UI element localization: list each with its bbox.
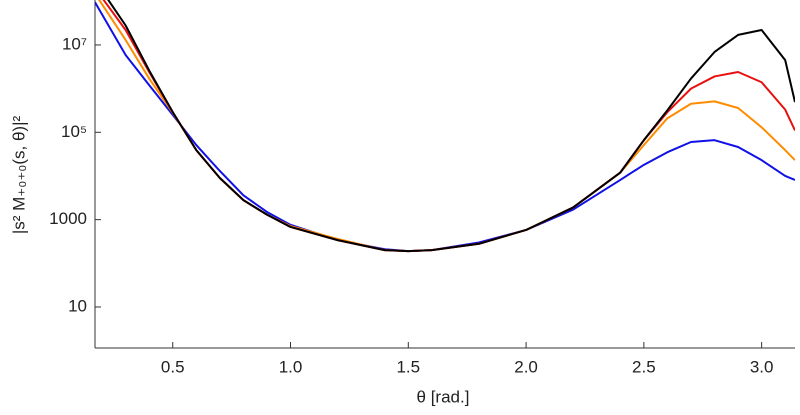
curve — [98, 0, 795, 253]
x-tick-label: 0.5 — [161, 357, 185, 376]
curve — [102, 0, 795, 253]
curve — [95, 1, 795, 253]
x-tick-label: 2.5 — [632, 357, 656, 376]
x-axis-label: θ [rad.] — [417, 387, 470, 406]
y-axis-label: |s² M₊₀₊₀(s, θ)|² — [9, 116, 28, 235]
x-tick-label: 3.0 — [750, 357, 774, 376]
y-tick-label: 10⁷ — [62, 34, 87, 53]
x-tick-label: 2.0 — [514, 357, 538, 376]
x-tick-label: 1.0 — [279, 357, 303, 376]
curve — [107, 0, 795, 253]
y-tick-label: 10 — [68, 296, 87, 315]
y-tick-label: 1000 — [49, 209, 87, 228]
plot-area — [95, 0, 795, 253]
y-tick-label: 10⁵ — [61, 122, 87, 141]
x-tick-label: 1.5 — [396, 357, 420, 376]
